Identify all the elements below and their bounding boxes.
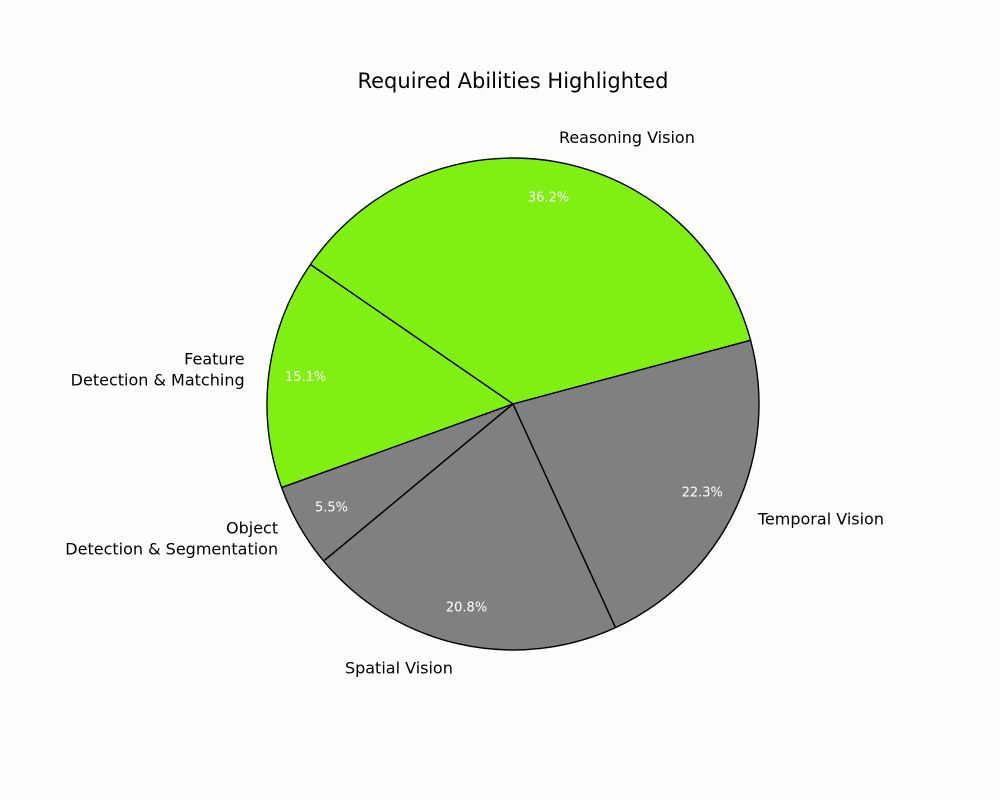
slice-reasoning-vision bbox=[309, 157, 752, 405]
label-feature-detection-and-matching: Feature Detection & Matching bbox=[71, 349, 245, 389]
label-line-reasoning-vision-0: Reasoning Vision bbox=[559, 128, 695, 147]
slice-feature-detection-and-matching bbox=[266, 263, 514, 489]
percentage-labels: 36.2% 15.1% 5.5% 20.8% 22.3% bbox=[285, 190, 723, 615]
label-line-object-detection-and-segmentation-1: Detection & Segmentation bbox=[65, 539, 278, 558]
pct-label-object-detection-and-segmentation: 5.5% bbox=[315, 500, 348, 515]
slice-temporal-vision bbox=[512, 339, 760, 629]
label-line-object-detection-and-segmentation-0: Object bbox=[226, 518, 278, 537]
slice-spatial-vision bbox=[322, 403, 617, 651]
label-line-spatial-vision-0: Spatial Vision bbox=[345, 658, 453, 677]
pie-slices bbox=[266, 157, 760, 651]
label-line-temporal-vision-0: Temporal Vision bbox=[757, 510, 884, 529]
pct-label-spatial-vision: 20.8% bbox=[446, 600, 487, 615]
label-line-feature-detection-and-matching-1: Detection & Matching bbox=[71, 370, 245, 389]
pct-label-feature-detection-and-matching: 15.1% bbox=[285, 370, 326, 385]
label-reasoning-vision: Reasoning Vision bbox=[559, 128, 695, 147]
pct-label-reasoning-vision: 36.2% bbox=[528, 190, 569, 205]
pct-label-temporal-vision: 22.3% bbox=[682, 485, 723, 500]
slice-labels: Reasoning Vision Feature Detection & Match… bbox=[65, 128, 884, 678]
label-spatial-vision: Spatial Vision bbox=[345, 658, 453, 677]
label-line-feature-detection-and-matching-0: Feature bbox=[184, 349, 244, 368]
label-temporal-vision: Temporal Vision bbox=[757, 510, 884, 529]
chart-title: Required Abilities Highlighted bbox=[357, 69, 668, 93]
label-object-detection-and-segmentation: Object Detection & Segmentation bbox=[65, 518, 278, 558]
